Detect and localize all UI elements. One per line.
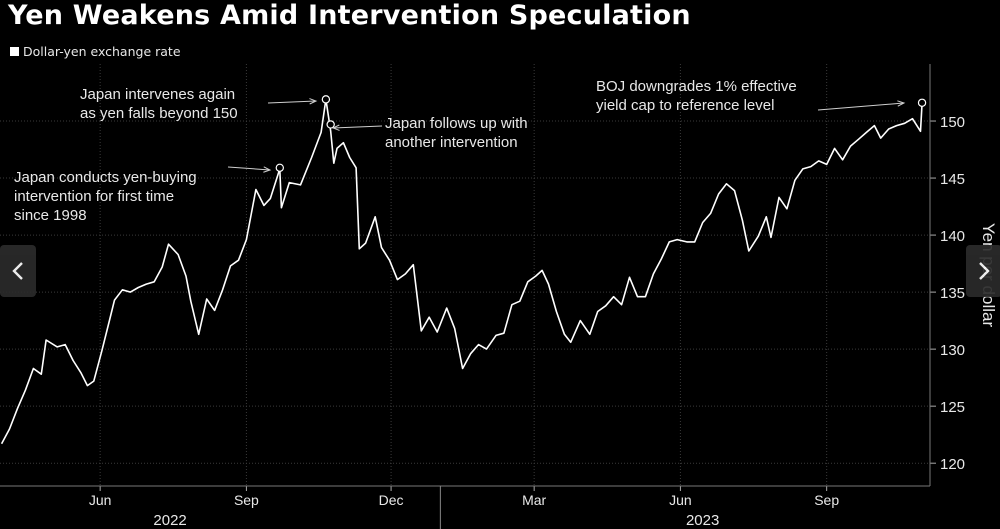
- annotation-arrowhead: [309, 98, 318, 105]
- annotation-arrowhead: [331, 124, 340, 131]
- legend: Dollar-yen exchange rate: [10, 44, 181, 59]
- y-tick-label: 150: [940, 114, 965, 131]
- legend-swatch: [10, 47, 19, 56]
- event-marker: [326, 120, 335, 129]
- next-button[interactable]: [966, 245, 1000, 297]
- annotation-text: BOJ downgrades 1% effective: [596, 78, 797, 95]
- y-tick-label: 130: [940, 342, 965, 359]
- x-tick-label: Sep: [234, 492, 259, 508]
- annotation-arrow: [817, 102, 905, 111]
- event-marker: [321, 95, 331, 104]
- annotation-text: Japan intervenes again: [80, 86, 235, 103]
- annotation-text: another intervention: [385, 134, 518, 151]
- x-tick-label: Dec: [379, 492, 404, 508]
- prev-button[interactable]: [0, 245, 36, 297]
- y-tick-label: 145: [940, 171, 965, 188]
- annotation-text: since 1998: [14, 207, 87, 224]
- x-tick-label: Jun: [669, 492, 692, 508]
- chart-title: Yen Weakens Amid Intervention Speculatio…: [8, 0, 691, 31]
- legend-label: Dollar-yen exchange rate: [23, 44, 181, 59]
- annotation-arrowhead: [897, 100, 906, 107]
- y-tick-label: 120: [940, 456, 965, 473]
- y-tick-label: 140: [940, 228, 965, 245]
- x-tick-label: Sep: [814, 492, 839, 508]
- y-tick-label: 135: [940, 285, 965, 302]
- event-marker: [917, 98, 927, 107]
- annotation-text: Japan follows up with: [385, 115, 528, 132]
- x-tick-label: Jun: [89, 492, 112, 508]
- annotation-text: intervention for first time: [14, 188, 174, 205]
- prev-arrow-icon: [12, 262, 23, 280]
- annotation-text: Japan conducts yen-buying: [14, 169, 197, 186]
- series-line-dollar-yen: [0, 98, 923, 445]
- year-label: 2022: [153, 512, 186, 529]
- annotation-text: as yen falls beyond 150: [80, 105, 238, 122]
- next-arrow-icon: [979, 262, 990, 280]
- annotation-arrowhead: [263, 166, 272, 173]
- year-label: 2023: [686, 512, 719, 529]
- x-tick-label: Mar: [522, 492, 546, 508]
- annotation-arrow: [267, 100, 317, 104]
- annotation-arrow: [332, 125, 383, 129]
- annotation-text: yield cap to reference level: [596, 97, 774, 114]
- annotation-arrow: [227, 166, 271, 171]
- event-marker: [275, 163, 284, 172]
- y-tick-label: 125: [940, 399, 965, 416]
